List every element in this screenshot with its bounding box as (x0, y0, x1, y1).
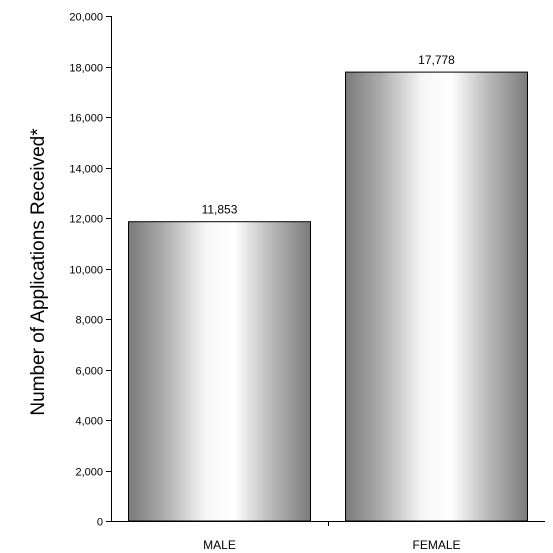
y-tick-label: 6,000 (75, 366, 103, 378)
y-tick-label: 14,000 (69, 164, 103, 176)
y-tick-label: 8,000 (75, 315, 103, 327)
x-tick-label: FEMALE (412, 538, 460, 552)
data-labels: 11,853 17,778 (202, 53, 456, 217)
bar-female (345, 71, 528, 522)
y-tick-label: 16,000 (69, 113, 103, 125)
bar-male (128, 221, 311, 522)
bars (128, 71, 528, 522)
data-label-female: 17,778 (418, 53, 455, 67)
x-tick-label: MALE (203, 538, 236, 552)
y-tick-label: 12,000 (69, 214, 103, 226)
y-tick-label: 0 (97, 517, 103, 529)
y-tick-label: 4,000 (75, 416, 103, 428)
y-tick-label: 10,000 (69, 265, 103, 277)
y-tick-label: 18,000 (69, 63, 103, 75)
y-axis-title: Number of Applications Received* (28, 128, 49, 416)
x-axis-labels: MALE FEMALE (203, 521, 461, 552)
y-tick-label: 2,000 (75, 467, 103, 479)
data-label-male: 11,853 (202, 203, 238, 217)
y-tick-label: 20,000 (69, 12, 103, 24)
y-axis-ticks: 0 2,000 4,000 6,000 8,000 10,000 12,000 14,000 1… (69, 12, 112, 529)
